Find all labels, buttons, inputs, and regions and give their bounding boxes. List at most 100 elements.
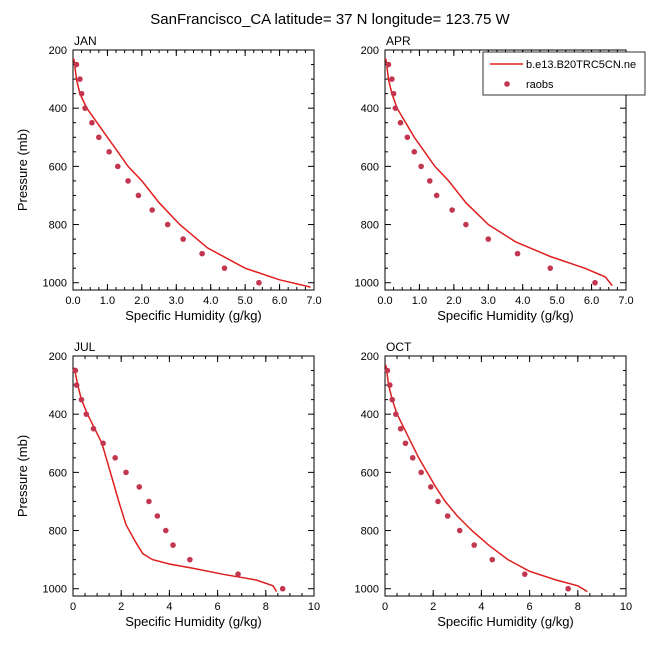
x-axis-label: Specific Humidity (g/kg)	[125, 614, 262, 629]
panel-jul: JUL 0 2 4 6 8 10 200 400 600 800 1000 Specific Humid…	[15, 340, 320, 629]
raobs-point	[73, 382, 80, 388]
raobs-point	[456, 527, 463, 534]
raobs-point	[123, 469, 129, 476]
panel-label: OCT	[386, 340, 412, 354]
legend-point-swatch	[504, 81, 510, 87]
raobs-point	[565, 585, 571, 592]
raobs-point	[136, 484, 143, 490]
raobs-point	[390, 90, 397, 97]
panel-label: APR	[386, 34, 411, 48]
x-tick-label: 4.0	[515, 295, 530, 307]
plot-frame	[384, 355, 627, 597]
legend-raobs-label: raobs	[526, 79, 554, 91]
raobs-point	[162, 527, 169, 534]
y-tick-label: 400	[49, 409, 67, 421]
x-tick-label: 7.0	[306, 295, 321, 307]
y-tick-label: 800	[49, 526, 67, 538]
raobs-point	[235, 571, 241, 577]
x-tick-label: 0	[382, 601, 388, 613]
raobs-point	[149, 207, 155, 213]
raobs-point	[389, 76, 395, 82]
x-tick-label: 0.0	[65, 295, 80, 307]
raobs-point	[78, 90, 85, 97]
raobs-point	[397, 119, 404, 126]
raobs-point	[397, 425, 404, 432]
raobs-point	[112, 455, 118, 461]
raobs-point	[187, 556, 193, 563]
x-tick-label: 0	[70, 601, 76, 613]
y-tick-label: 800	[49, 220, 67, 232]
y-tick-label: 200	[49, 351, 67, 363]
raobs-point	[82, 105, 88, 111]
y-tick-label: 600	[49, 467, 67, 479]
raobs-point	[199, 250, 205, 257]
raobs-point	[279, 585, 286, 592]
figure-title: SanFrancisco_CA latitude= 37 N longitude…	[150, 11, 510, 28]
raobs-point	[221, 265, 228, 271]
raobs-point	[592, 279, 598, 286]
x-tick-label: 2.0	[134, 295, 149, 307]
raobs-point	[90, 425, 97, 432]
y-tick-label: 200	[361, 45, 379, 57]
raobs-point	[106, 149, 112, 155]
x-tick-label: 6	[215, 601, 221, 613]
y-tick-label: 1000	[43, 584, 67, 596]
legend-model-label: b.e13.B20TRC5CN.ne	[526, 59, 636, 71]
raobs-point	[418, 163, 424, 170]
raobs-point	[426, 178, 433, 184]
x-tick-label: 8	[263, 601, 269, 613]
raobs-point	[392, 105, 399, 111]
y-axis-label: Pressure (mb)	[15, 435, 30, 517]
raobs-point	[444, 513, 451, 519]
raobs-point	[385, 61, 392, 68]
raobs-point	[146, 498, 152, 505]
x-tick-label: 2	[430, 601, 436, 613]
x-tick-label: 5.0	[549, 295, 564, 307]
y-tick-label: 400	[49, 103, 67, 115]
x-tick-label: 0.0	[377, 295, 392, 307]
x-tick-label: 2.0	[446, 295, 461, 307]
x-tick-label: 5.0	[237, 295, 252, 307]
raobs-point	[100, 440, 106, 447]
raobs-point	[96, 134, 102, 141]
model-profile-line	[384, 58, 613, 287]
y-tick-label: 400	[361, 103, 379, 115]
panel-label: JAN	[74, 34, 97, 48]
y-tick-label: 800	[361, 526, 379, 538]
model-profile-line	[73, 367, 278, 592]
raobs-point	[404, 134, 411, 141]
raobs-point	[387, 382, 393, 388]
plot-frame	[72, 355, 315, 597]
raobs-point	[514, 250, 521, 257]
raobs-point	[427, 484, 434, 490]
raobs-point	[485, 236, 492, 242]
x-tick-label: 8	[575, 601, 581, 613]
x-axis-label: Specific Humidity (g/kg)	[437, 308, 574, 323]
model-profile-line	[384, 364, 588, 593]
y-tick-label: 200	[49, 45, 67, 57]
panel-apr: APR 0.0 1.0 2.0 3.0 4.0 5.0 6.0 7.0 200 400 600 800 1…	[355, 34, 634, 323]
raobs-point	[411, 149, 418, 155]
raobs-point	[114, 163, 121, 170]
y-tick-label: 1000	[355, 278, 379, 290]
raobs-point	[164, 221, 171, 228]
y-tick-label: 800	[361, 220, 379, 232]
x-axis-label: Specific Humidity (g/kg)	[125, 308, 262, 323]
model-profile-line	[72, 58, 311, 288]
raobs-point	[521, 571, 528, 577]
raobs-point	[418, 469, 424, 476]
x-tick-label: 6.0	[584, 295, 599, 307]
raobs-point	[547, 265, 554, 271]
y-tick-label: 1000	[43, 278, 67, 290]
x-tick-label: 4	[166, 601, 172, 613]
x-tick-label: 6	[527, 601, 533, 613]
legend: b.e13.B20TRC5CN.ne raobs	[482, 51, 646, 96]
raobs-point	[89, 119, 95, 126]
raobs-point	[389, 396, 396, 403]
raobs-point	[77, 76, 83, 82]
raobs-point	[433, 192, 440, 199]
x-tick-label: 4.0	[203, 295, 218, 307]
raobs-point	[449, 207, 455, 213]
raobs-point	[384, 367, 391, 374]
